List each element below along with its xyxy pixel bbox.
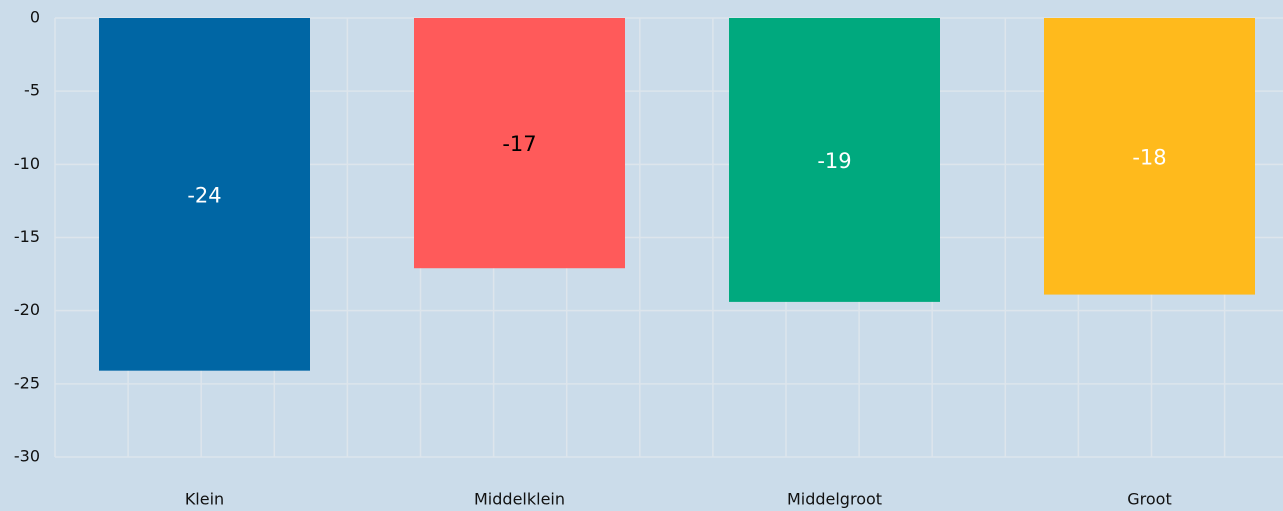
y-tick-label: -10	[14, 154, 40, 173]
y-tick-label: -25	[14, 373, 40, 392]
bar	[1044, 18, 1255, 295]
x-tick-label: Groot	[1127, 490, 1171, 509]
value-label: -17	[502, 132, 536, 156]
bar	[414, 18, 625, 269]
value-label: -24	[187, 183, 221, 207]
value-label: -18	[1132, 145, 1166, 169]
y-tick-label: 0	[30, 8, 40, 27]
bar	[729, 18, 940, 302]
y-tick-label: -20	[14, 300, 40, 319]
x-tick-label: Middelklein	[474, 490, 565, 509]
y-tick-label: -15	[14, 227, 40, 246]
y-tick-label: -5	[24, 81, 40, 100]
x-tick-label: Klein	[185, 490, 224, 509]
value-label: -19	[817, 149, 851, 173]
bar	[99, 18, 310, 371]
y-tick-label: -30	[14, 447, 40, 466]
x-tick-label: Middelgroot	[787, 490, 882, 509]
